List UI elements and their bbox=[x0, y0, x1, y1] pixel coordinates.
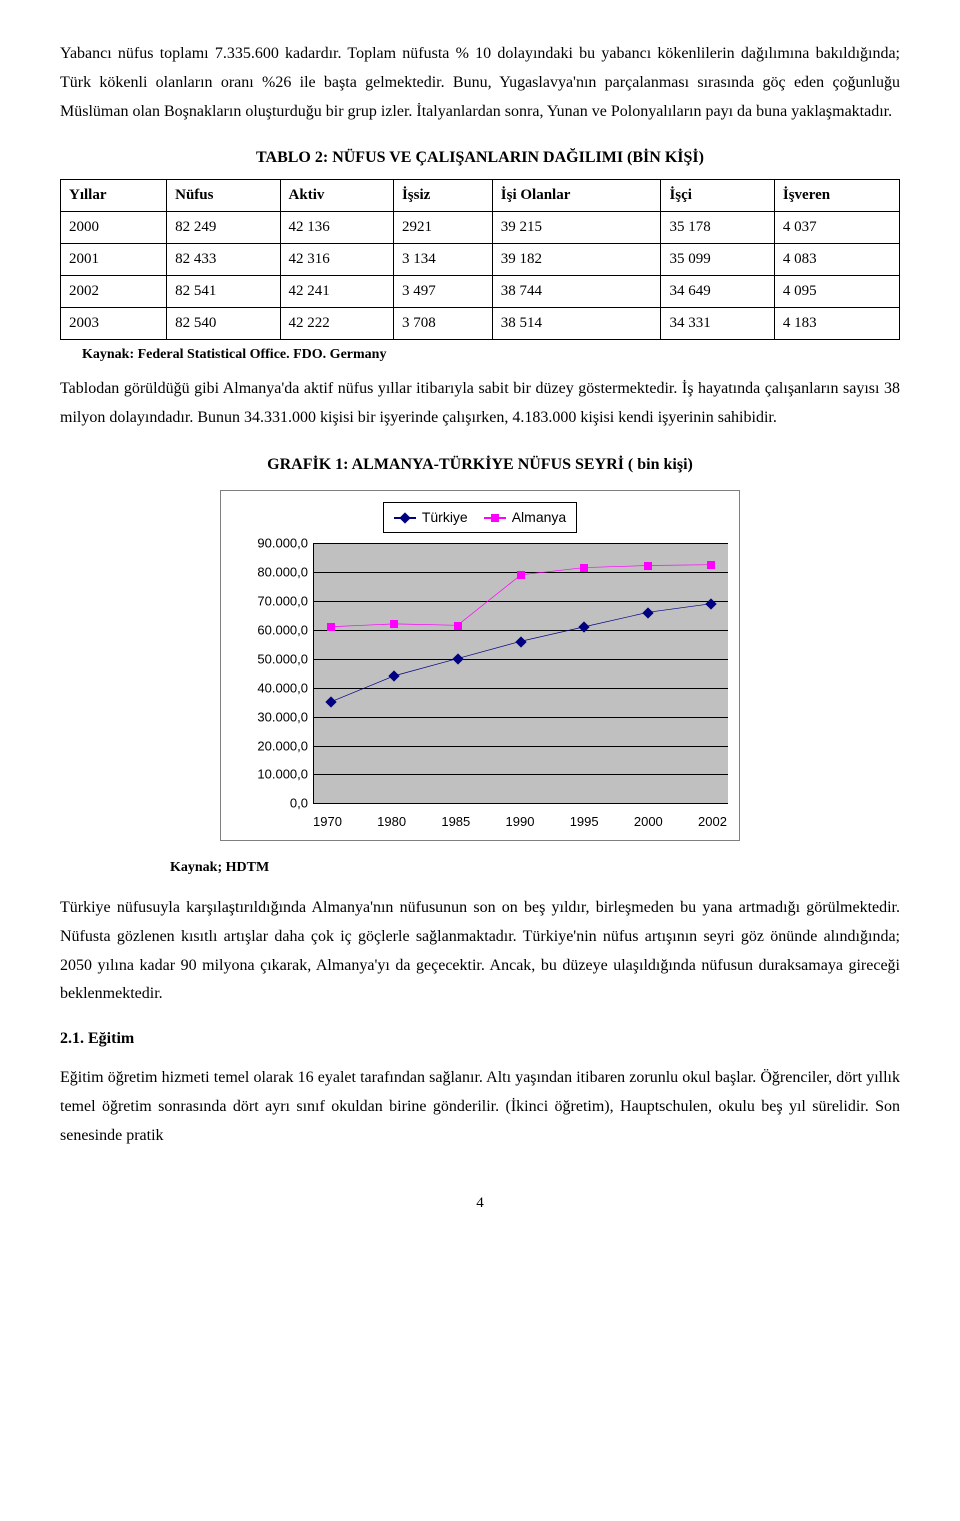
chart-marker bbox=[325, 697, 336, 708]
y-tick-label: 40.000,0 bbox=[257, 676, 308, 699]
table-row: 200182 43342 3163 13439 18235 0994 083 bbox=[61, 244, 900, 276]
table-cell: 4 083 bbox=[774, 244, 899, 276]
chart-marker bbox=[642, 607, 653, 618]
chart-marker bbox=[706, 598, 717, 609]
x-tick-label: 1985 bbox=[441, 810, 470, 833]
population-table: Yıllar Nüfus Aktiv İşsiz İşi Olanlar İşç… bbox=[60, 179, 900, 340]
chart-title: GRAFİK 1: ALMANYA-TÜRKİYE NÜFUS SEYRİ ( … bbox=[60, 451, 900, 480]
x-tick-label: 2000 bbox=[634, 810, 663, 833]
col-header: Yıllar bbox=[61, 180, 167, 212]
table-cell: 82 433 bbox=[167, 244, 280, 276]
paragraph-4: Eğitim öğretim hizmeti temel olarak 16 e… bbox=[60, 1064, 900, 1150]
y-tick-label: 0,0 bbox=[290, 792, 308, 815]
chart-marker bbox=[327, 623, 335, 631]
table-header-row: Yıllar Nüfus Aktiv İşsiz İşi Olanlar İşç… bbox=[61, 180, 900, 212]
table-cell: 82 540 bbox=[167, 308, 280, 340]
chart-marker bbox=[579, 621, 590, 632]
table-source: Kaynak: Federal Statistical Office. FDO.… bbox=[82, 342, 900, 367]
y-tick-label: 60.000,0 bbox=[257, 618, 308, 641]
table-cell: 2002 bbox=[61, 276, 167, 308]
table-cell: 34 331 bbox=[661, 308, 774, 340]
col-header: Aktiv bbox=[280, 180, 393, 212]
paragraph-3: Türkiye nüfusuyla karşılaştırıldığında A… bbox=[60, 894, 900, 1009]
legend-label: Türkiye bbox=[422, 505, 468, 530]
table-row: 200082 24942 136292139 21535 1784 037 bbox=[61, 212, 900, 244]
y-tick-label: 20.000,0 bbox=[257, 734, 308, 757]
table-cell: 38 744 bbox=[492, 276, 661, 308]
chart-marker bbox=[644, 562, 652, 570]
page-number: 4 bbox=[60, 1190, 900, 1217]
paragraph-2: Tablodan görüldüğü gibi Almanya'da aktif… bbox=[60, 375, 900, 433]
chart-marker bbox=[517, 571, 525, 579]
x-tick-label: 1970 bbox=[313, 810, 342, 833]
y-tick-label: 10.000,0 bbox=[257, 763, 308, 786]
table-cell: 42 222 bbox=[280, 308, 393, 340]
table-cell: 38 514 bbox=[492, 308, 661, 340]
x-tick-label: 1990 bbox=[506, 810, 535, 833]
table-cell: 42 241 bbox=[280, 276, 393, 308]
col-header: İşçi bbox=[661, 180, 774, 212]
col-header: İşveren bbox=[774, 180, 899, 212]
chart-marker bbox=[580, 564, 588, 572]
chart-source: Kaynak; HDTM bbox=[170, 855, 900, 880]
table-row: 200382 54042 2223 70838 51434 3314 183 bbox=[61, 308, 900, 340]
table-cell: 3 708 bbox=[393, 308, 492, 340]
y-tick-label: 70.000,0 bbox=[257, 589, 308, 612]
chart-legend: Türkiye Almanya bbox=[383, 502, 577, 533]
legend-label: Almanya bbox=[512, 505, 566, 530]
table-cell: 2003 bbox=[61, 308, 167, 340]
chart-marker bbox=[390, 620, 398, 628]
legend-item: Almanya bbox=[484, 505, 566, 530]
chart-marker bbox=[388, 671, 399, 682]
table-cell: 4 183 bbox=[774, 308, 899, 340]
col-header: İşsiz bbox=[393, 180, 492, 212]
table-row: 200282 54142 2413 49738 74434 6494 095 bbox=[61, 276, 900, 308]
chart-marker bbox=[515, 636, 526, 647]
population-chart: TürkiyeAlmanya 0,010.000,020.000,030.000… bbox=[220, 490, 740, 841]
table-cell: 42 316 bbox=[280, 244, 393, 276]
col-header: Nüfus bbox=[167, 180, 280, 212]
table-cell: 34 649 bbox=[661, 276, 774, 308]
y-tick-label: 80.000,0 bbox=[257, 561, 308, 584]
chart-marker bbox=[454, 622, 462, 630]
y-tick-label: 50.000,0 bbox=[257, 647, 308, 670]
chart-marker bbox=[452, 653, 463, 664]
x-tick-label: 1980 bbox=[377, 810, 406, 833]
chart-series-line bbox=[314, 543, 728, 803]
table-cell: 3 497 bbox=[393, 276, 492, 308]
x-tick-label: 1995 bbox=[570, 810, 599, 833]
table-cell: 2000 bbox=[61, 212, 167, 244]
legend-swatch bbox=[484, 517, 506, 519]
table-cell: 39 182 bbox=[492, 244, 661, 276]
y-tick-label: 90.000,0 bbox=[257, 532, 308, 555]
col-header: İşi Olanlar bbox=[492, 180, 661, 212]
x-tick-label: 2002 bbox=[698, 810, 727, 833]
table-cell: 3 134 bbox=[393, 244, 492, 276]
table-cell: 35 099 bbox=[661, 244, 774, 276]
paragraph-1: Yabancı nüfus toplamı 7.335.600 kadardır… bbox=[60, 40, 900, 126]
legend-item: Türkiye bbox=[394, 505, 468, 530]
chart-x-axis: 1970 1980 1985 1990 1995 2000 2002 bbox=[313, 804, 727, 833]
chart-plot-area: 0,010.000,020.000,030.000,040.000,050.00… bbox=[313, 543, 728, 804]
table-cell: 82 541 bbox=[167, 276, 280, 308]
y-tick-label: 30.000,0 bbox=[257, 705, 308, 728]
legend-swatch bbox=[394, 517, 416, 519]
table-title: TABLO 2: NÜFUS VE ÇALIŞANLARIN DAĞILIMI … bbox=[60, 144, 900, 173]
table-cell: 82 249 bbox=[167, 212, 280, 244]
table-cell: 42 136 bbox=[280, 212, 393, 244]
section-heading-education: 2.1. Eğitim bbox=[60, 1025, 900, 1054]
table-cell: 39 215 bbox=[492, 212, 661, 244]
chart-marker bbox=[707, 561, 715, 569]
chart-series-line bbox=[314, 543, 728, 803]
table-cell: 35 178 bbox=[661, 212, 774, 244]
table-cell: 2921 bbox=[393, 212, 492, 244]
table-cell: 4 095 bbox=[774, 276, 899, 308]
table-cell: 4 037 bbox=[774, 212, 899, 244]
table-cell: 2001 bbox=[61, 244, 167, 276]
